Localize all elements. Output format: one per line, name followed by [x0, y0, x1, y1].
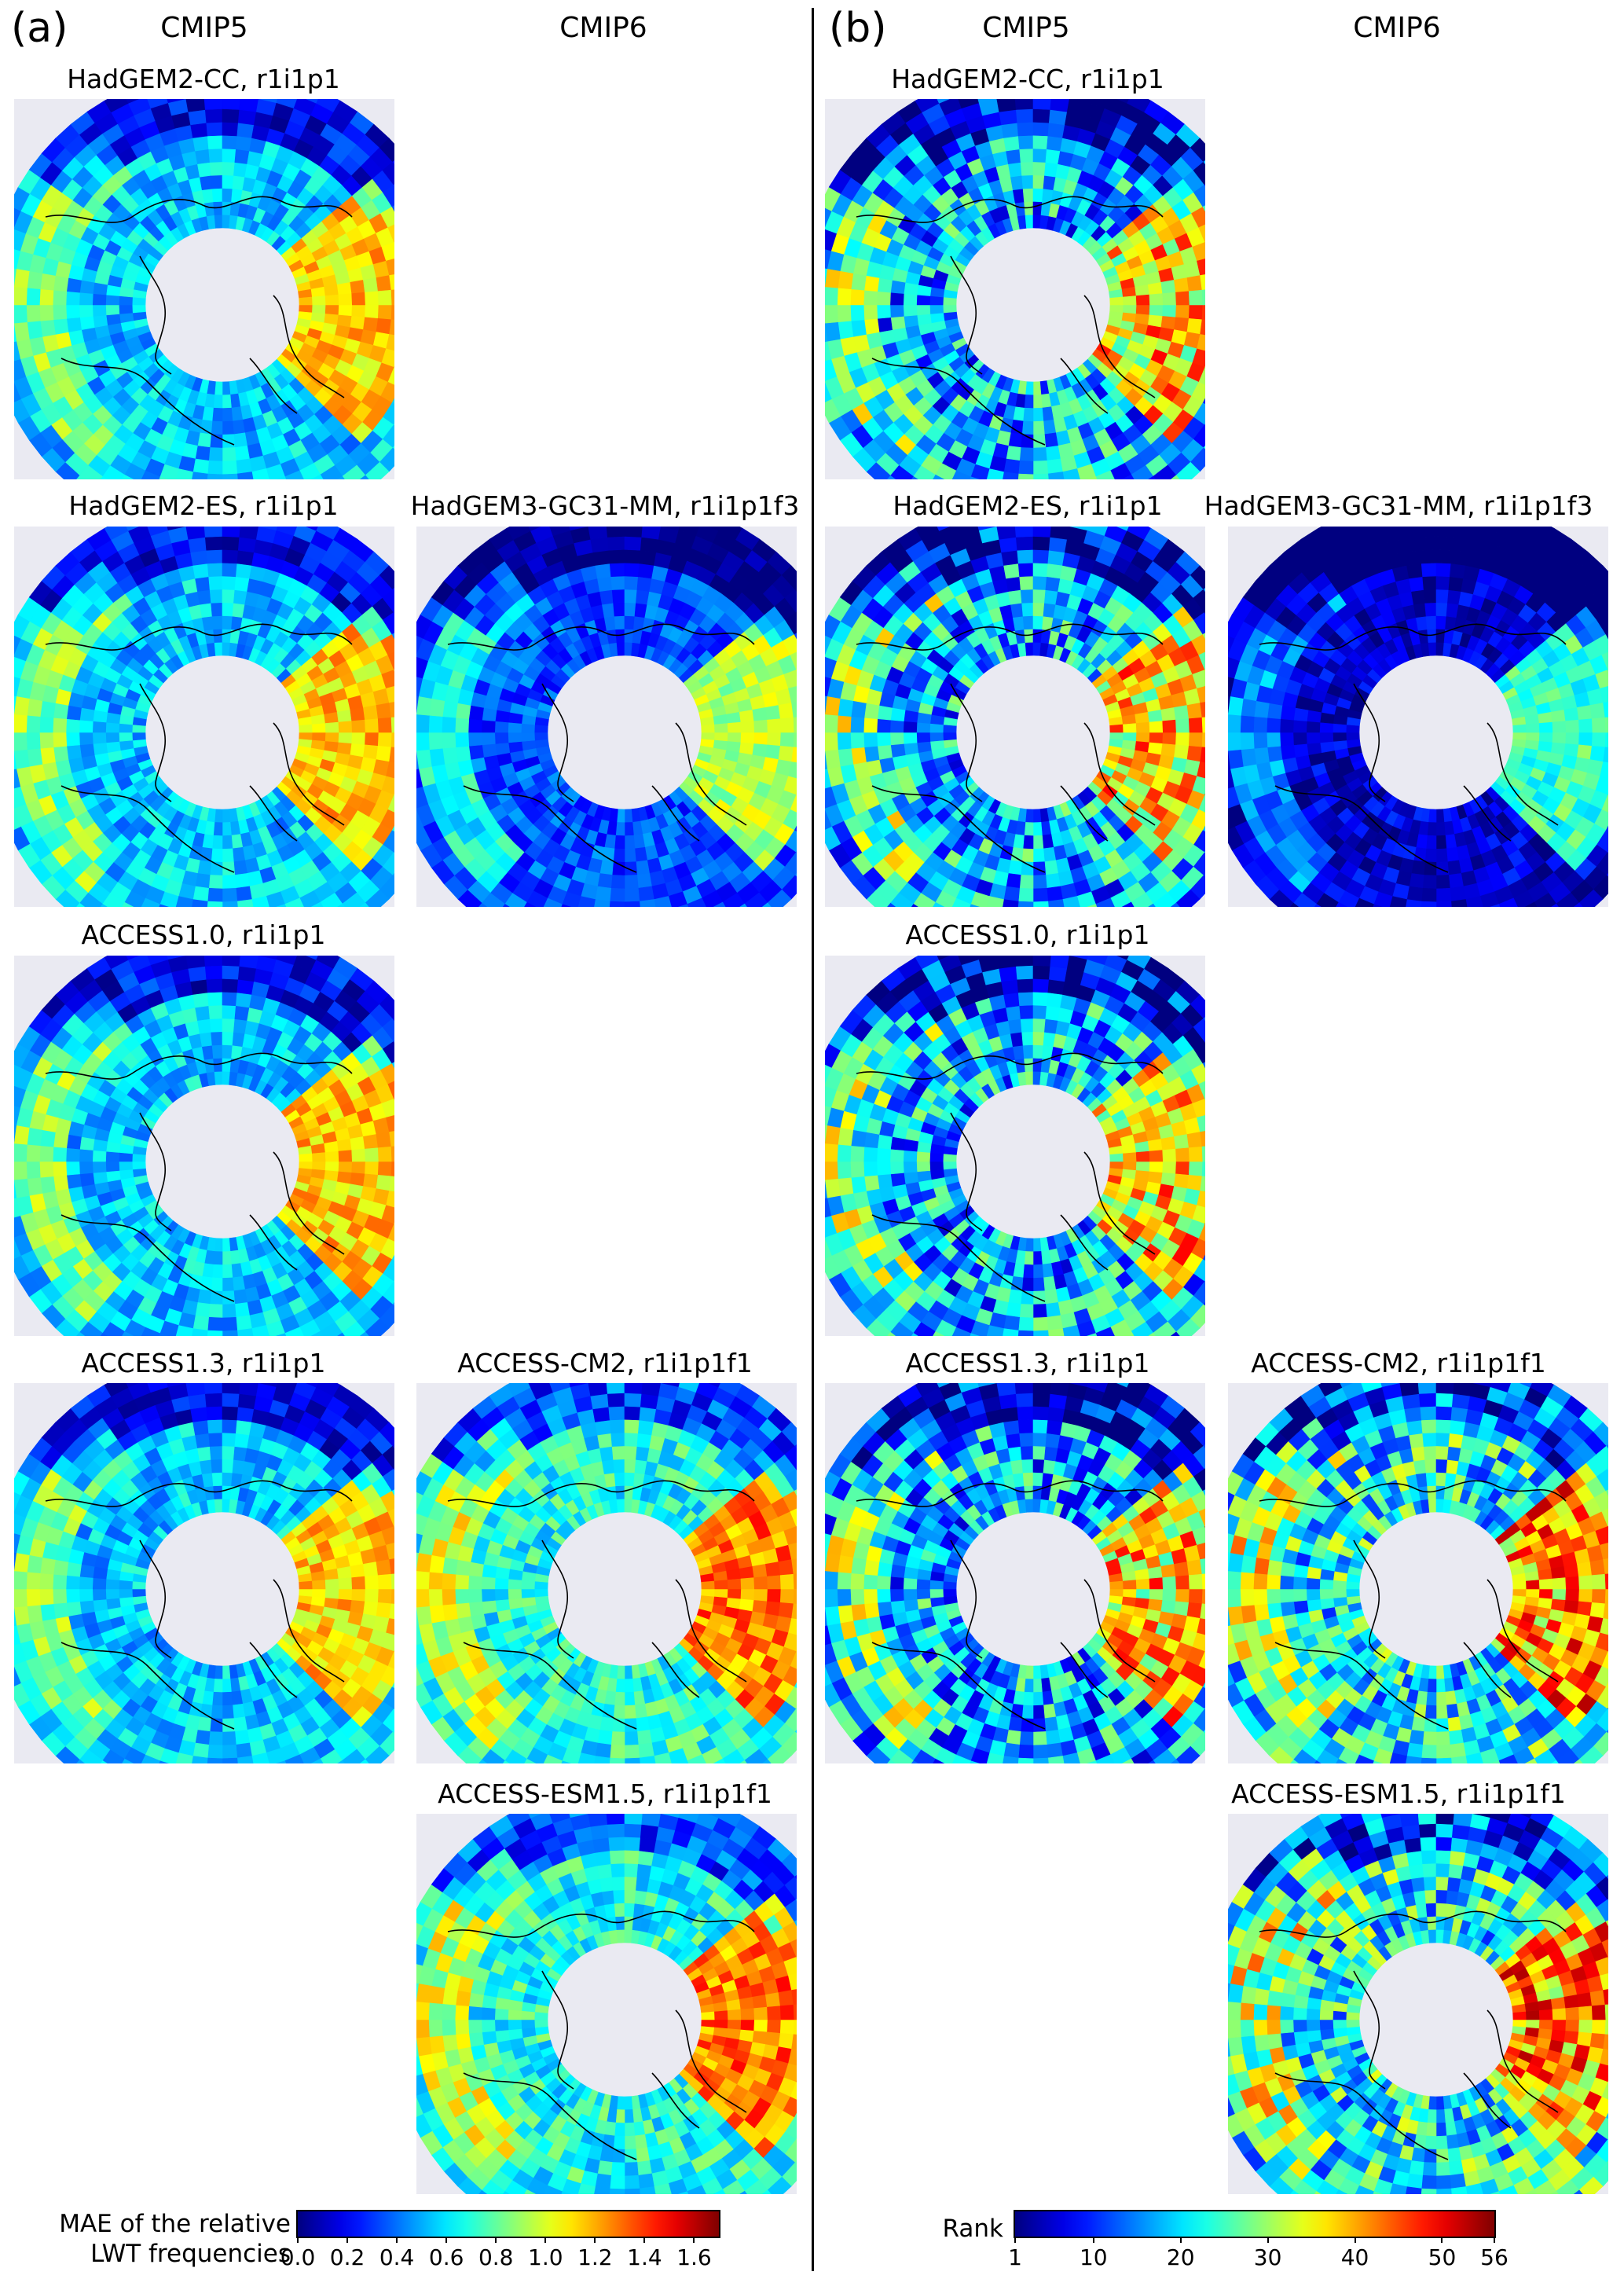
colorbar-tick-mark: [1267, 2237, 1269, 2243]
panel-b-letter: (b): [829, 5, 887, 52]
map-title: ACCESS1.3, r1i1p1: [905, 1348, 1150, 1378]
polar-map-a-hadgem2-cc: [14, 99, 394, 479]
panel-a-letter: (a): [11, 5, 68, 52]
map-title: HadGEM2-CC, r1i1p1: [67, 64, 340, 94]
polar-map-a-access-esm1-5: [416, 1814, 797, 2194]
map-title: ACCESS-ESM1.5, r1i1p1f1: [438, 1778, 772, 1809]
map-title: ACCESS1.3, r1i1p1: [81, 1348, 326, 1378]
colorbar-tick-mark: [1354, 2237, 1356, 2243]
colorbar-tick-mark: [594, 2237, 596, 2243]
colorbar-a: [296, 2210, 720, 2238]
polar-map-b-access-cm2: [1228, 1383, 1608, 1763]
colorbar-tick-label: 1.4: [627, 2244, 662, 2270]
map-title: ACCESS-ESM1.5, r1i1p1f1: [1231, 1778, 1566, 1809]
colorbar-tick-mark: [297, 2237, 299, 2243]
map-title: HadGEM2-ES, r1i1p1: [893, 490, 1163, 521]
polar-map-a-access1-0: [14, 956, 394, 1336]
colorbar-tick-mark: [544, 2237, 547, 2243]
colorbar-tick-mark: [1092, 2237, 1094, 2243]
colorbar-tick-label: 40: [1340, 2244, 1369, 2270]
colorbar-tick-mark: [396, 2237, 398, 2243]
polar-map-b-access1-0: [825, 956, 1205, 1336]
colorbar-tick-label: 50: [1428, 2244, 1457, 2270]
map-title: ACCESS-CM2, r1i1p1f1: [457, 1348, 753, 1378]
polar-map-b-hadgem3-gc31-mm: [1228, 527, 1608, 907]
map-title: ACCESS1.0, r1i1p1: [905, 919, 1150, 950]
colorbar-b: [1014, 2210, 1496, 2238]
polar-map-a-access1-3: [14, 1383, 394, 1763]
polar-map-a-access-cm2: [416, 1383, 797, 1763]
colorbar-tick-label: 1: [1008, 2244, 1022, 2270]
colorbar-tick-label: 30: [1253, 2244, 1282, 2270]
colorbar-tick-mark: [445, 2237, 448, 2243]
colorbar-tick-label: 0.4: [379, 2244, 415, 2270]
colorbar-a-label-line1: MAE of the relative: [59, 2210, 291, 2238]
colorbar-a-label-line2: LWT frequencies: [90, 2240, 291, 2268]
colorbar-tick-label: 56: [1480, 2244, 1509, 2270]
polar-map-b-hadgem2-es: [825, 527, 1205, 907]
colorbar-tick-mark: [1179, 2237, 1182, 2243]
colorbar-tick-mark: [1441, 2237, 1443, 2243]
colorbar-tick-label: 1.2: [577, 2244, 613, 2270]
colorbar-tick-mark: [495, 2237, 497, 2243]
colorbar-b-label: Rank: [942, 2215, 1003, 2243]
colorbar-tick-mark: [643, 2237, 646, 2243]
polar-map-a-hadgem3-gc31-mm: [416, 527, 797, 907]
colorbar-tick-label: 20: [1166, 2244, 1195, 2270]
polar-map-a-hadgem2-es: [14, 527, 394, 907]
panel-divider: [812, 8, 814, 2271]
colorbar-tick-mark: [1014, 2237, 1016, 2243]
panel-b-cmip6-header: CMIP6: [1353, 12, 1441, 44]
map-title: ACCESS-CM2, r1i1p1f1: [1251, 1348, 1546, 1378]
map-title: HadGEM3-GC31-MM, r1i1p1f3: [410, 490, 800, 521]
colorbar-tick-label: 1.6: [676, 2244, 712, 2270]
colorbar-tick-mark: [1494, 2237, 1495, 2243]
polar-map-b-access1-3: [825, 1383, 1205, 1763]
panel-a-cmip5-header: CMIP5: [160, 12, 248, 44]
polar-map-b-hadgem2-cc: [825, 99, 1205, 479]
map-title: HadGEM2-ES, r1i1p1: [68, 490, 339, 521]
colorbar-tick-label: 0.0: [280, 2244, 316, 2270]
colorbar-tick-label: 10: [1079, 2244, 1108, 2270]
colorbar-tick-label: 1.0: [528, 2244, 563, 2270]
polar-map-b-access-esm1-5: [1228, 1814, 1608, 2194]
map-title: ACCESS1.0, r1i1p1: [81, 919, 326, 950]
map-title: HadGEM3-GC31-MM, r1i1p1f3: [1204, 490, 1593, 521]
colorbar-tick-label: 0.2: [329, 2244, 365, 2270]
colorbar-tick-mark: [346, 2237, 349, 2243]
colorbar-tick-label: 0.8: [478, 2244, 514, 2270]
colorbar-tick-mark: [693, 2237, 695, 2243]
colorbar-tick-label: 0.6: [428, 2244, 464, 2270]
panel-a-cmip6-header: CMIP6: [559, 12, 647, 44]
panel-b-cmip5-header: CMIP5: [982, 12, 1070, 44]
map-title: HadGEM2-CC, r1i1p1: [891, 64, 1164, 94]
